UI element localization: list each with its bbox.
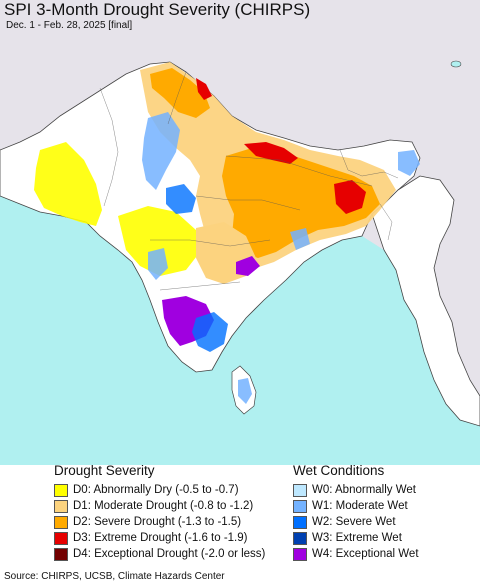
legend-item-w3: W3: Extreme Wet xyxy=(293,530,419,546)
map-d3-northeast xyxy=(196,78,212,100)
legend-item-w1: W1: Moderate Wet xyxy=(293,498,419,514)
map-subtitle: Dec. 1 - Feb. 28, 2025 [final] xyxy=(6,20,133,31)
legend-label-w0: W0: Abnormally Wet xyxy=(312,484,416,496)
drought-map xyxy=(0,0,480,465)
map-w1-srilanka xyxy=(238,378,252,404)
map-borders xyxy=(99,71,399,291)
map-w2-rajasthan xyxy=(166,184,196,214)
legend-item-w4: W4: Exceptional Wet xyxy=(293,546,419,562)
legend-swatch-w3 xyxy=(293,531,307,545)
map-title: SPI 3-Month Drought Severity (CHIRPS) xyxy=(4,0,311,19)
legend-item-d2: D2: Severe Drought (-1.3 to -1.5) xyxy=(54,514,265,530)
legend-swatch-w1 xyxy=(293,499,307,513)
legend-label-w3: W3: Extreme Wet xyxy=(312,532,402,544)
legend-label-d4: D4: Exceptional Drought (-2.0 or less) xyxy=(73,548,266,560)
map-d2-kashmir xyxy=(150,68,210,118)
legend-label-w4: W4: Exceptional Wet xyxy=(312,548,419,560)
legend: Drought Severity D0: Abnormally Dry (-0.… xyxy=(0,462,480,570)
legend-item-d0: D0: Abnormally Dry (-0.5 to -0.7) xyxy=(54,482,265,498)
legend-label-d3: D3: Extreme Drought (-1.6 to -1.9) xyxy=(73,532,248,544)
legend-drought: Drought Severity D0: Abnormally Dry (-0.… xyxy=(54,462,265,562)
source-credit: Source: CHIRPS, UCSB, Climate Hazards Ce… xyxy=(4,571,225,582)
legend-swatch-d4 xyxy=(54,547,68,561)
legend-label-d1: D1: Moderate Drought (-0.8 to -1.2) xyxy=(73,500,254,512)
legend-item-d4: D4: Exceptional Drought (-2.0 or less) xyxy=(54,546,265,562)
map-d0-west xyxy=(34,142,102,226)
legend-swatch-d2 xyxy=(54,515,68,529)
map-w1-northeast xyxy=(398,150,420,176)
map-d3-nepal-strip xyxy=(244,142,298,164)
legend-swatch-w0 xyxy=(293,483,307,497)
map-d2-gangetic xyxy=(222,148,380,258)
map-w1-east-coast xyxy=(290,228,310,250)
legend-wet-heading: Wet Conditions xyxy=(293,463,385,478)
legend-label-d2: D2: Severe Drought (-1.3 to -1.5) xyxy=(73,516,242,528)
map-w2-south xyxy=(192,312,228,352)
map-ocean xyxy=(0,196,480,465)
map-d0-central xyxy=(118,206,200,276)
legend-drought-heading: Drought Severity xyxy=(54,463,155,478)
legend-swatch-d0 xyxy=(54,483,68,497)
legend-wet: Wet Conditions W0: Abnormally Wet W1: Mo… xyxy=(293,462,419,562)
map-w4-central-east xyxy=(236,256,260,276)
map-myanmar xyxy=(371,175,480,427)
legend-item-d1: D1: Moderate Drought (-0.8 to -1.2) xyxy=(54,498,265,514)
legend-swatch-d1 xyxy=(54,499,68,513)
legend-item-w2: W2: Severe Wet xyxy=(293,514,419,530)
map-w1-northwest xyxy=(142,112,180,190)
legend-swatch-w2 xyxy=(293,515,307,529)
legend-label-w2: W2: Severe Wet xyxy=(312,516,396,528)
map-lake-marker xyxy=(450,60,462,68)
map-d3-bihar xyxy=(334,180,366,214)
legend-item-w0: W0: Abnormally Wet xyxy=(293,482,419,498)
legend-item-d3: D3: Extreme Drought (-1.6 to -1.9) xyxy=(54,530,265,546)
map-w1-south xyxy=(148,248,168,280)
legend-label-d0: D0: Abnormally Dry (-0.5 to -0.7) xyxy=(73,484,239,496)
legend-label-w1: W1: Moderate Wet xyxy=(312,500,408,512)
legend-swatch-d3 xyxy=(54,531,68,545)
legend-swatch-w4 xyxy=(293,547,307,561)
